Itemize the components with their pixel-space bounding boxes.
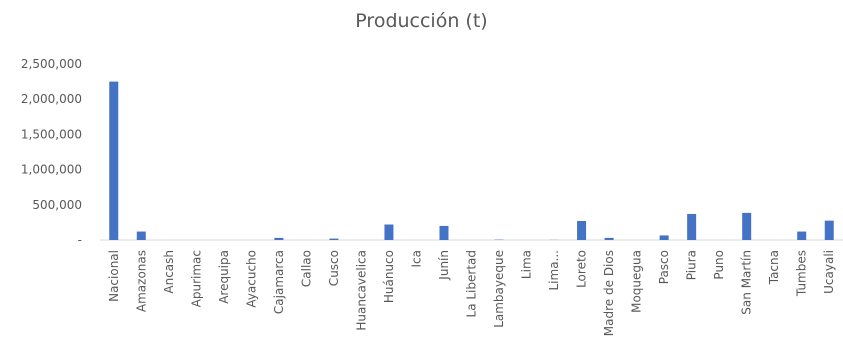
bar — [136, 231, 146, 240]
x-tick-label: Ayacucho — [244, 250, 258, 308]
y-tick-label: 1,500,000 — [21, 127, 82, 141]
x-tick-label: Madre de Dios — [602, 250, 616, 336]
x-tick-label: Callao — [299, 250, 313, 287]
x-tick-label: Nacional — [107, 250, 121, 302]
x-tick-label: Arequipa — [217, 250, 231, 304]
chart-title: Producción (t) — [355, 10, 488, 32]
x-tick-label: Ica — [409, 250, 423, 268]
bar — [577, 220, 587, 240]
x-tick-label: Ancash — [162, 250, 176, 294]
x-tick-label: San Martín — [740, 250, 754, 315]
bar — [687, 213, 697, 240]
x-tick-label: Lima — [520, 250, 534, 279]
bar — [274, 237, 284, 240]
y-tick-label: 1,000,000 — [21, 163, 82, 177]
bar — [659, 235, 669, 240]
bar — [824, 220, 834, 240]
x-tick-label: Puno — [712, 250, 726, 280]
x-tick-label: Tacna — [767, 250, 781, 285]
y-tick-label: 2,000,000 — [21, 92, 82, 106]
x-tick-label: Moquegua — [630, 250, 644, 313]
y-tick-label: 2,500,000 — [21, 57, 82, 71]
x-tick-label: Lima... — [547, 250, 561, 291]
bar — [797, 231, 807, 240]
x-tick-label: Ucayali — [822, 250, 836, 294]
x-tick-label: Cusco — [327, 250, 341, 286]
x-tick-label: Loreto — [575, 250, 589, 288]
x-tick-label: Cajamarca — [272, 250, 286, 314]
y-tick-label: 500,000 — [32, 198, 82, 212]
x-tick-label: Apurimac — [189, 250, 203, 307]
y-tick-label: - — [78, 233, 82, 247]
bar — [604, 237, 614, 240]
x-tick-label: La Libertad — [465, 250, 479, 317]
x-tick-label: Amazonas — [134, 250, 148, 312]
bar — [384, 224, 394, 240]
x-tick-label: Piura — [685, 250, 699, 280]
x-tick-label: Huancavelica — [354, 250, 368, 331]
x-tick-label: Junín — [437, 250, 451, 281]
bar — [329, 238, 339, 240]
x-tick-label: Tumbes — [795, 250, 809, 297]
bar — [109, 81, 119, 240]
bar — [439, 225, 449, 240]
x-tick-label: Huánuco — [382, 250, 396, 303]
x-tick-label: Pasco — [657, 250, 671, 284]
bar — [742, 212, 752, 240]
x-tick-label: Lambayeque — [492, 250, 506, 328]
